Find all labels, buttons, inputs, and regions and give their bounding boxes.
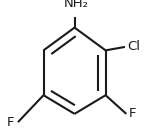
Text: F: F [7,116,15,129]
Text: Cl: Cl [128,40,141,53]
Text: NH₂: NH₂ [63,0,88,10]
Text: F: F [129,107,136,120]
